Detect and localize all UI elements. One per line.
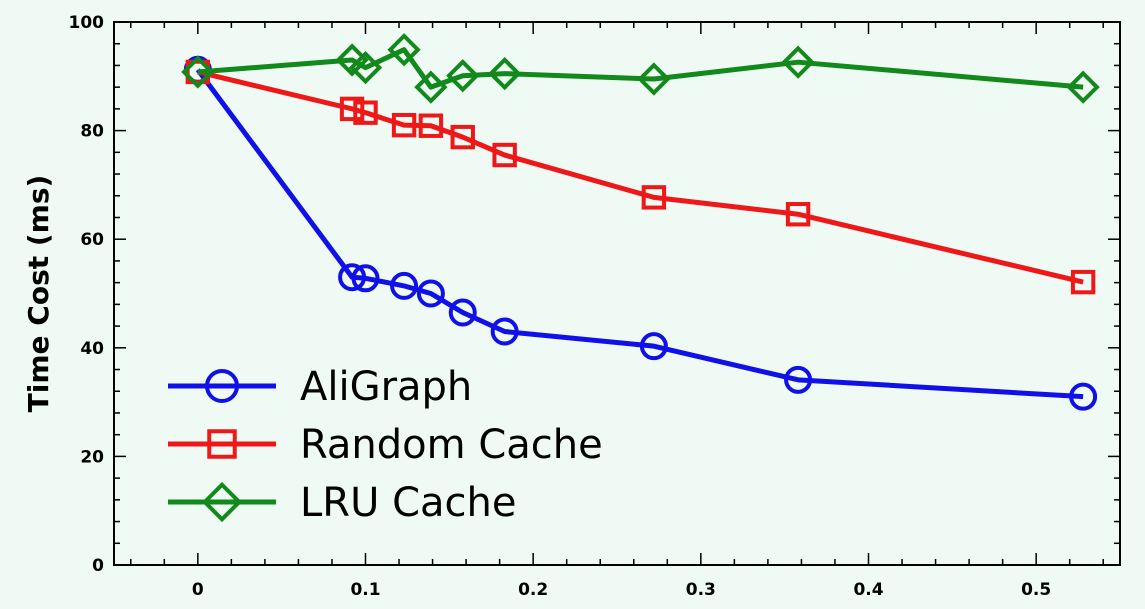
data-point-aligraph [1069,382,1098,411]
data-point-aligraph [390,271,419,300]
y-tick-label: 60 [80,230,104,250]
y-tick-label: 0 [92,556,104,576]
x-tick-label: 0 [192,580,204,600]
legend-marker-aligraph [205,369,239,403]
series-group [181,33,1100,411]
x-tick-label: 0.4 [853,580,883,600]
axis-ticks [114,21,1120,566]
data-point-aligraph [639,332,668,361]
data-point-lru-cache [414,70,448,104]
y-axis-label: Time Cost (ms) [22,175,55,413]
legend-marker-lru-cache [201,481,243,523]
series-aligraph [183,55,1098,411]
data-point-lru-cache [387,33,421,67]
series-lru-cache [181,33,1100,104]
plot-frame [113,21,1121,566]
data-point-random-cache [450,124,475,150]
data-point-aligraph [448,298,477,327]
series-line-random-cache [197,69,1084,285]
x-tick-label: 0.5 [1021,580,1051,600]
data-point-aligraph [338,263,367,292]
data-point-random-cache [1070,269,1096,295]
data-point-lru-cache [781,45,815,79]
y-tick-label: 80 [80,122,104,142]
legend: AliGraph Random Cache LRU Cache [168,364,603,526]
data-point-aligraph [416,279,445,308]
data-point-aligraph [784,365,813,394]
data-point-random-cache [785,202,811,227]
data-point-random-cache [418,113,444,138]
legend-item-random-cache: Random Cache [168,422,603,468]
y-tick-label: 20 [80,447,104,467]
data-point-lru-cache [446,59,480,93]
data-point-aligraph [490,317,519,346]
data-point-lru-cache [1066,70,1100,104]
data-point-random-cache [353,100,378,125]
x-tick-label: 0.3 [686,580,716,600]
data-point-random-cache [339,96,365,122]
data-point-lru-cache [637,62,671,96]
data-point-aligraph [351,264,380,293]
x-tick-label: 0.1 [350,580,380,600]
legend-marker-random-cache [207,429,237,459]
tick-labels: 0 20 40 60 80 100 0 0.1 0.2 0.3 0.4 0.5 [69,13,1052,600]
series-line-lru-cache [197,47,1084,90]
data-point-lru-cache [181,55,215,89]
data-point-random-cache [641,185,667,210]
legend-label-random-cache: Random Cache [300,422,603,468]
data-point-lru-cache [488,56,522,91]
y-tick-label: 40 [80,339,104,359]
legend-item-aligraph: AliGraph [168,364,472,410]
data-point-random-cache [391,112,417,138]
legend-label-lru-cache: LRU Cache [300,480,516,526]
series-random-cache [185,59,1096,295]
data-point-lru-cache [348,50,383,85]
series-line-aligraph [195,68,1084,400]
legend-item-lru-cache: LRU Cache [168,480,516,526]
data-point-random-cache [492,142,517,168]
legend-label-aligraph: AliGraph [300,364,472,410]
y-tick-label: 100 [69,13,105,33]
x-tick-label: 0.2 [518,580,548,600]
